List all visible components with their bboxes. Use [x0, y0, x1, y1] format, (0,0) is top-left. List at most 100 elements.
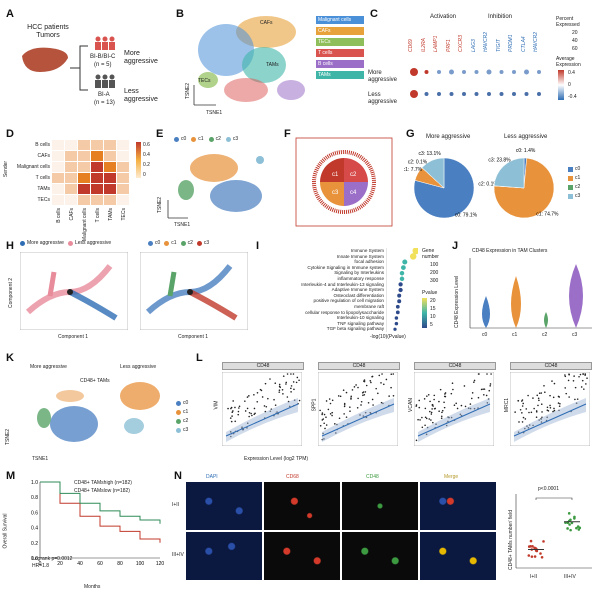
corr-point	[259, 388, 262, 391]
legend-c0: c0	[181, 136, 187, 142]
dot-more	[449, 69, 454, 75]
corr-point	[430, 413, 433, 415]
y-tick: 0.0	[31, 556, 38, 562]
corr-point	[321, 412, 324, 414]
corr-point	[535, 416, 538, 419]
panel-d: D Sender B cells CAFs Malignant cells T cel…	[2, 122, 152, 241]
go-dot	[395, 304, 400, 309]
corr-point	[251, 414, 253, 417]
pie-label: c2: 0.1%	[478, 181, 498, 187]
pct-val: 60	[572, 46, 578, 52]
legend-less: Less aggressive	[74, 240, 112, 246]
cluster-legend: Malignant cells CAFs TECs T cells B cell…	[316, 16, 364, 79]
patient-icon-gray	[95, 74, 115, 88]
panel-label: A	[6, 8, 14, 20]
corr-point	[471, 392, 474, 394]
row-more: More aggressive	[368, 70, 398, 83]
corr-point	[568, 373, 570, 375]
exp-val: 0.4	[568, 70, 575, 76]
corr-point	[231, 411, 234, 413]
corr-point	[329, 413, 332, 415]
panel-label: F	[284, 128, 291, 140]
scatter-point	[529, 539, 533, 543]
legend-c2: c2	[183, 418, 189, 424]
corr-point	[339, 395, 342, 398]
corr-point	[319, 409, 321, 412]
corr-point	[278, 391, 281, 393]
x-axis-label: Component 1	[178, 334, 209, 340]
y-tick: 0.4	[31, 526, 38, 532]
violin-title: CD48 Expression in TAM Clusters	[472, 248, 548, 254]
corr-point	[433, 398, 435, 401]
y-tick: 0.2	[31, 541, 38, 547]
corr-point	[357, 397, 359, 400]
more-aggressive-label: More aggressive	[124, 50, 158, 65]
y-axis-label: CD48 Expression Level	[454, 275, 460, 328]
corr-point	[360, 400, 363, 403]
corr-point	[269, 378, 271, 380]
corr-point	[264, 382, 267, 385]
legend-c3: c3	[203, 240, 210, 246]
corr-fit	[321, 403, 395, 437]
heat-cell	[65, 195, 77, 205]
scatter-point	[531, 545, 534, 548]
corr-point	[514, 411, 516, 413]
corr-point	[557, 395, 560, 398]
corr-point	[390, 373, 393, 376]
pval-val: 5	[430, 322, 433, 328]
panel-label: B	[176, 8, 184, 20]
corr-ylabel: SPP1	[311, 398, 318, 412]
corr-point	[296, 376, 299, 379]
corr-point	[237, 410, 240, 413]
corr-point	[325, 424, 328, 426]
corr-point	[290, 385, 293, 387]
go-dot	[397, 293, 402, 298]
corr-point	[464, 405, 467, 408]
inhibition-header: Inhibition	[488, 14, 513, 20]
panel-label: C	[370, 8, 378, 20]
corr-point	[430, 419, 432, 421]
corr-point	[365, 384, 368, 387]
corr-point	[574, 386, 577, 389]
arrows	[70, 45, 88, 91]
corr-point	[237, 413, 240, 416]
gene-label: IL2RA	[420, 38, 427, 52]
y-axis-label: Sender	[3, 160, 10, 178]
corr-point	[361, 391, 364, 394]
corr-point	[425, 417, 428, 420]
corr-point	[248, 395, 250, 397]
corr-point	[415, 404, 418, 406]
corr-point	[524, 418, 527, 420]
violin-plot	[469, 258, 592, 329]
heat-col-label: B cells	[56, 208, 62, 223]
corr-point	[351, 389, 354, 391]
stat-hr: HR=1.8	[32, 563, 50, 569]
pct-title: Percent Expressed	[556, 16, 580, 28]
heat-cell	[52, 195, 64, 205]
corr-point	[558, 405, 561, 407]
corr-point	[238, 405, 241, 408]
exp-val: -0.4	[568, 94, 577, 100]
x-tick: 60	[97, 561, 103, 567]
go-term: positive regulation of cell migration	[313, 298, 384, 304]
scale-val: 0.2	[143, 162, 150, 168]
x-axis-label: Months	[84, 584, 101, 590]
corr-point	[453, 404, 456, 407]
corr-point	[290, 387, 292, 390]
panel-m: M CD48+ TAMshigh (n=182) CD48+ TAMslow (…	[2, 468, 170, 593]
heat-row-label: TAMs	[37, 186, 50, 192]
go-term: TNF signaling pathway	[337, 320, 384, 326]
km-plot: 0.0 0.2 0.4 0.6 0.8 1.0 0 20 40 60 80 100 120	[31, 480, 164, 567]
corr-scatter	[222, 372, 302, 446]
corr-point	[321, 413, 323, 416]
go-dot	[402, 259, 408, 265]
heat-cell	[91, 195, 103, 205]
heat-cell	[91, 140, 103, 150]
corr-point	[522, 416, 525, 419]
corr-point	[319, 424, 322, 427]
dot-less	[512, 92, 516, 96]
corr-point	[489, 383, 492, 385]
corr-point	[431, 408, 433, 410]
panel-j: J CD48 Expression in TAM Clusters CD48 E…	[450, 234, 598, 344]
corr-point	[525, 408, 528, 410]
